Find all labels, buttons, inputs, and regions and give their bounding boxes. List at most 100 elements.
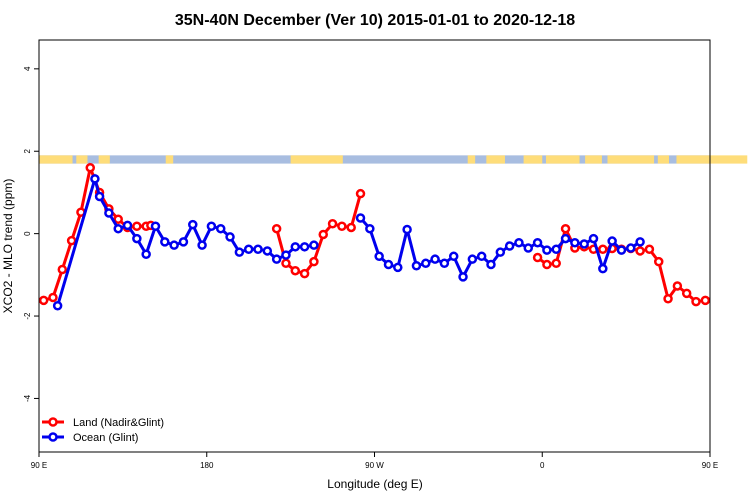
x-tick-label: 90 E [31, 461, 47, 470]
land-block [607, 155, 655, 164]
data-point [383, 259, 394, 270]
data-point [439, 258, 450, 269]
legend-label: Ocean (Glint) [73, 432, 138, 444]
data-point [215, 223, 226, 234]
data-point [160, 237, 170, 247]
data-point [355, 188, 366, 199]
land-block [676, 155, 748, 164]
data-point [411, 261, 422, 271]
data-point [141, 249, 151, 259]
land-block [657, 155, 669, 164]
land-block [486, 155, 505, 164]
data-point [551, 244, 561, 255]
series-ocean-glint- [52, 173, 645, 311]
data-point [57, 264, 68, 275]
data-point [337, 221, 347, 231]
x-tick-label: 180 [200, 461, 214, 470]
series-land-nadir-glint- [39, 162, 746, 307]
data-point [560, 233, 571, 244]
data-point [104, 208, 114, 218]
data-point [523, 243, 534, 253]
y-axis-label: XCO2 - MLO trend (ppm) [1, 179, 15, 314]
data-point [271, 254, 282, 264]
data-point [542, 259, 552, 270]
data-point [281, 250, 291, 260]
data-point [653, 256, 664, 267]
data-point [607, 236, 617, 246]
data-point [532, 252, 543, 263]
x-axis: 90 E 180 90 W 0 90 E [31, 452, 718, 470]
data-point [113, 214, 123, 224]
data-point [374, 251, 384, 262]
data-point [206, 221, 217, 231]
data-point [579, 239, 589, 249]
y-tick-label: 2 [23, 148, 32, 153]
data-point [178, 237, 189, 247]
data-point [739, 209, 746, 216]
data-point [132, 221, 142, 231]
x-tick-label: 90 W [365, 461, 384, 470]
data-point [635, 237, 645, 247]
data-point [495, 247, 506, 257]
land-block [545, 155, 580, 164]
data-point [542, 245, 552, 255]
land-mask-band [39, 155, 748, 164]
x-tick-label: 90 E [702, 461, 718, 470]
data-point [318, 229, 328, 240]
data-point [458, 272, 468, 282]
data-point [448, 251, 459, 262]
data-point [635, 246, 645, 256]
data-point [290, 242, 301, 252]
data-point [346, 222, 356, 233]
data-point [598, 263, 608, 274]
data-point [188, 219, 198, 230]
data-point [626, 243, 636, 253]
data-point [709, 296, 710, 299]
data-point [504, 241, 515, 251]
data-point [421, 258, 431, 269]
data-point [700, 295, 710, 306]
land-block [467, 155, 476, 164]
data-point [113, 223, 123, 234]
data-point [355, 213, 366, 223]
data-point [39, 295, 49, 306]
plot-series [39, 162, 746, 311]
data-point [393, 262, 403, 273]
data-point [85, 162, 96, 173]
data-point [309, 256, 319, 267]
data-point [644, 244, 655, 255]
y-tick-label: -2 [23, 312, 32, 320]
data-point [402, 224, 412, 235]
data-point [281, 258, 291, 269]
ocean-band [39, 155, 710, 164]
data-point [720, 266, 727, 273]
data-point [486, 259, 496, 270]
legend-label: Land (Nadir&Glint) [73, 417, 164, 429]
data-point [90, 174, 100, 184]
data-point [299, 242, 310, 252]
chart-title: 35N-40N December (Ver 10) 2015-01-01 to … [175, 12, 575, 29]
data-point [663, 293, 673, 304]
data-point [243, 244, 254, 255]
data-point [66, 235, 77, 246]
data-point [48, 292, 58, 303]
legend: Land (Nadir&Glint) Ocean (Glint) [42, 417, 164, 444]
data-point [514, 237, 524, 248]
data-point [730, 237, 737, 244]
land-block [39, 155, 73, 164]
plot-frame [38, 39, 711, 453]
series-line [536, 224, 710, 304]
data-point [122, 220, 133, 231]
data-point [570, 237, 580, 248]
land-block [76, 155, 88, 164]
data-point [299, 268, 310, 279]
y-tick-label: -4 [23, 394, 32, 402]
data-point [467, 254, 478, 264]
data-point [132, 233, 142, 244]
data-point [551, 258, 561, 269]
data-point [150, 221, 161, 231]
y-tick-label: 4 [23, 66, 32, 71]
legend-marker [48, 417, 58, 427]
data-point [532, 237, 543, 248]
